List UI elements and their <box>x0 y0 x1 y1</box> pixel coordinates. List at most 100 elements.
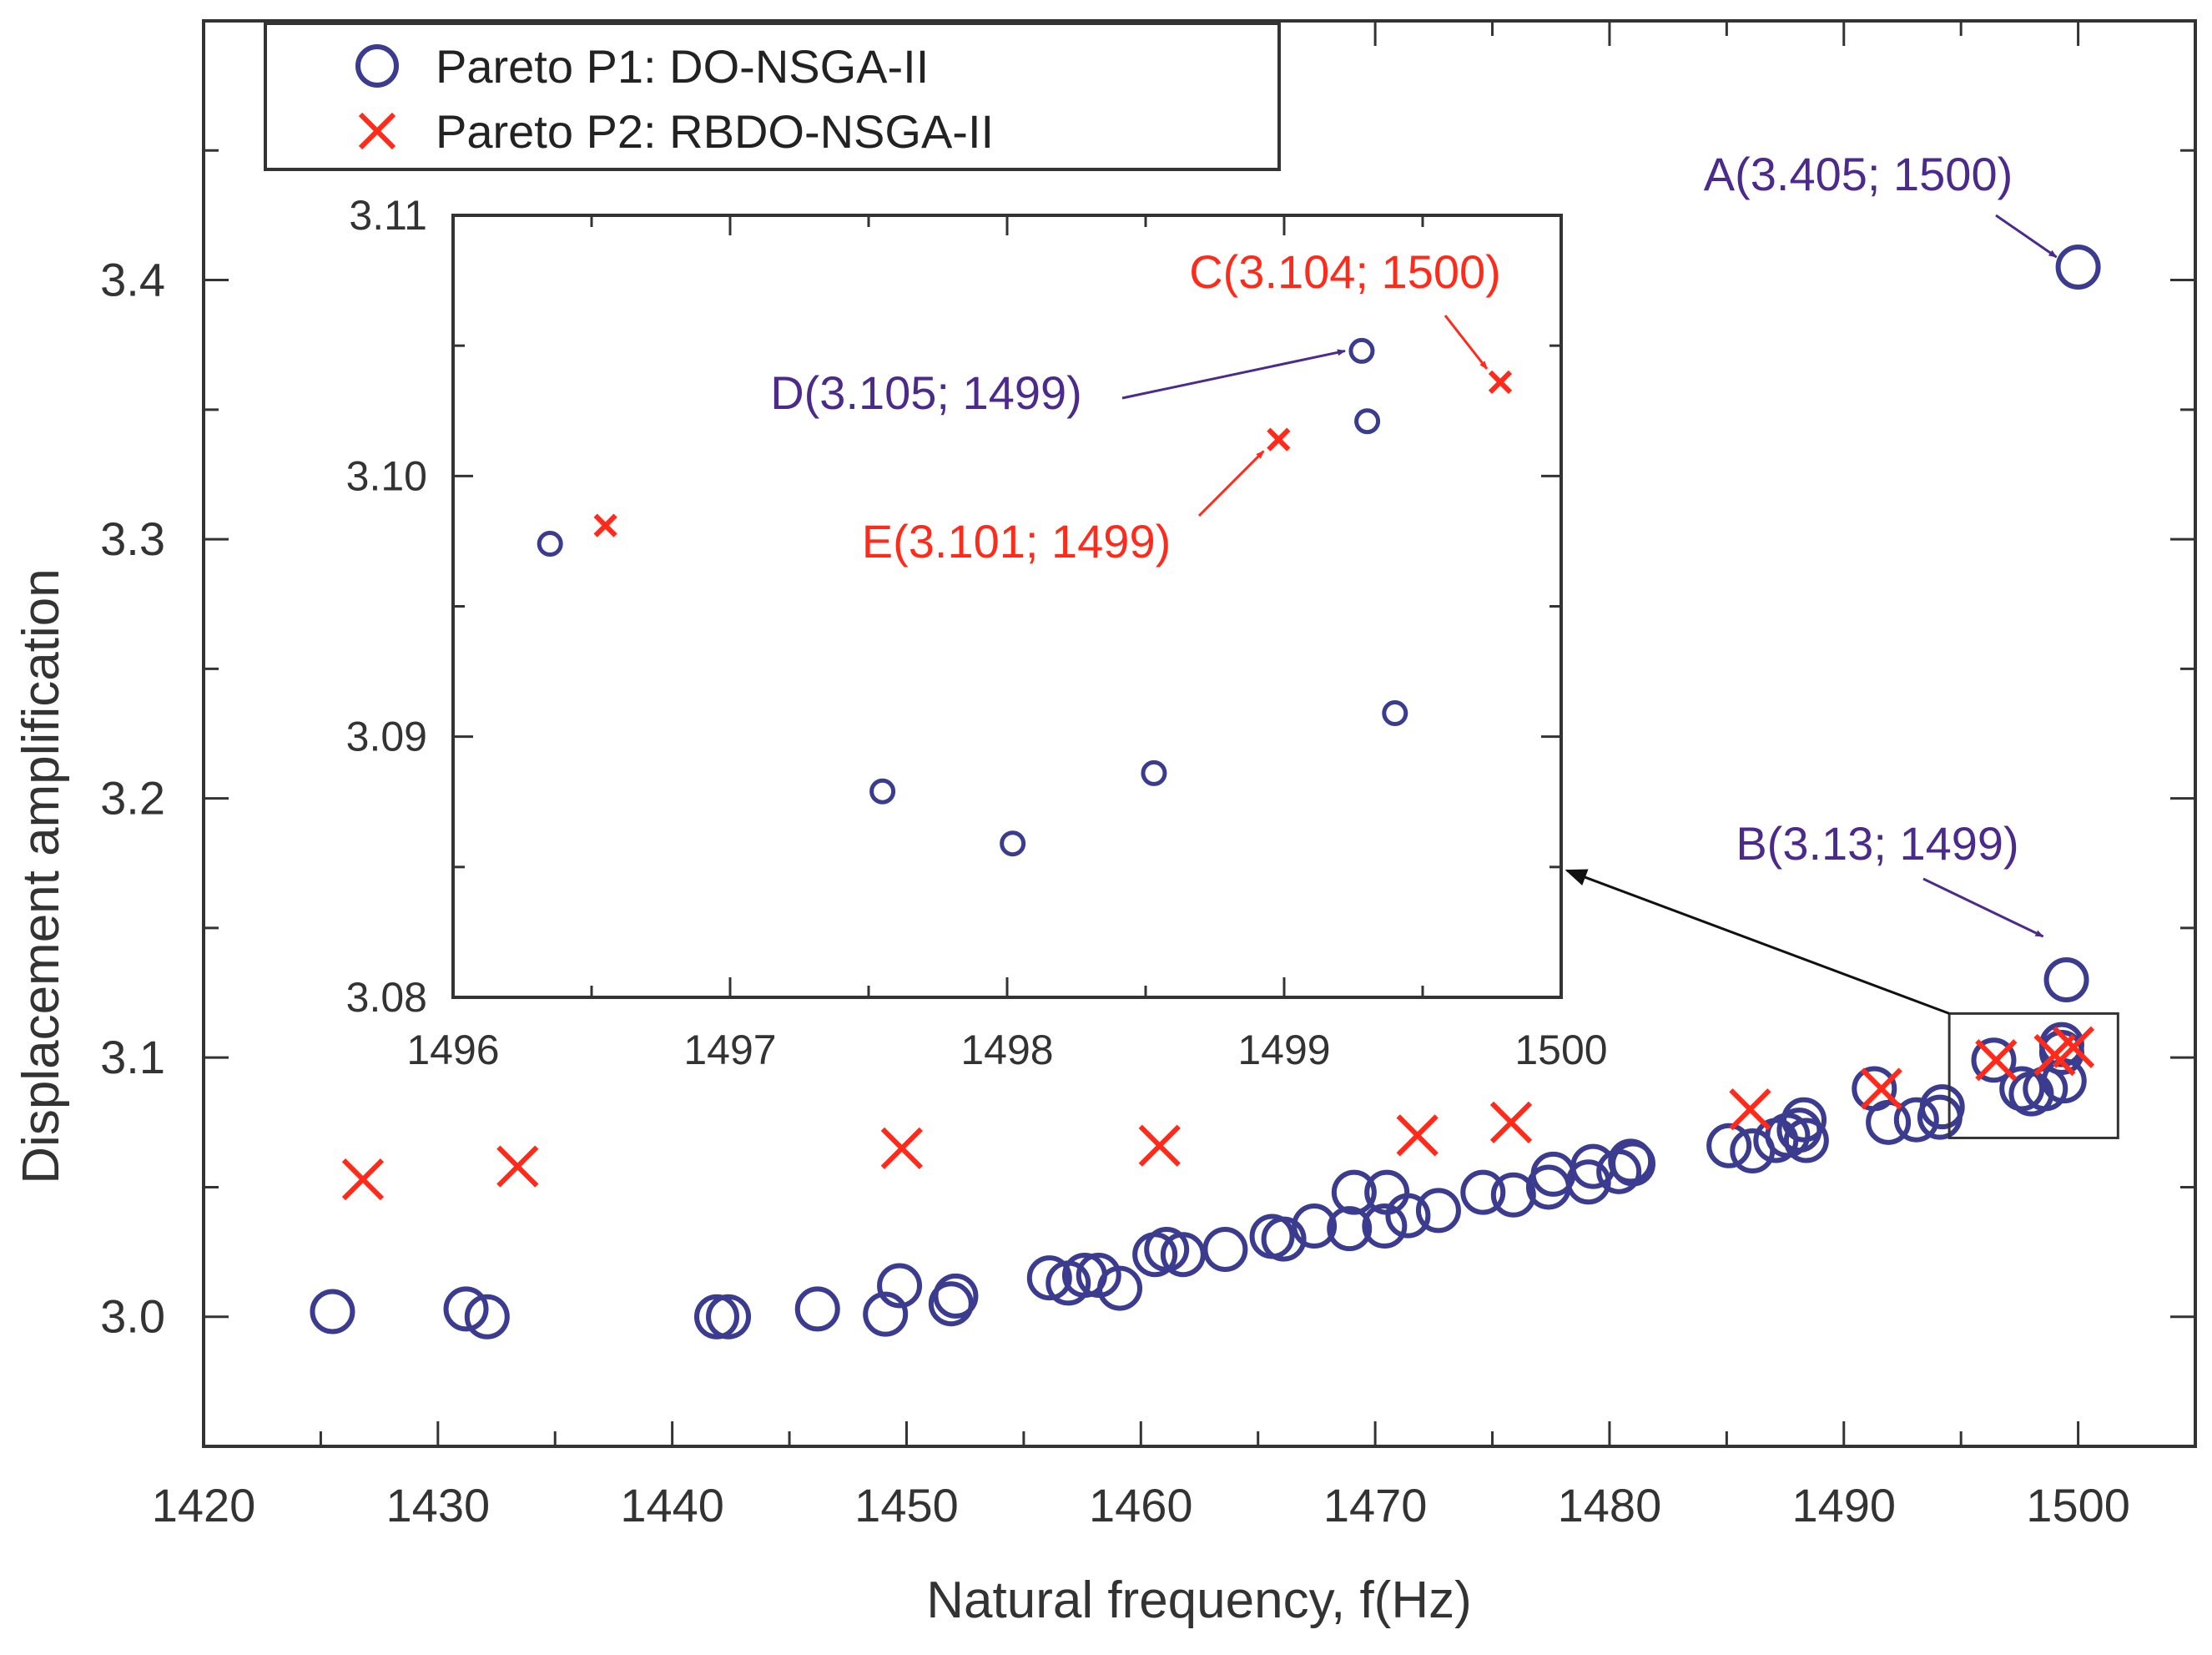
inset-p2-point <box>1488 370 1513 395</box>
p1-point <box>2043 957 2089 1003</box>
x-tick-label: 1470 <box>1323 1479 1428 1531</box>
inset-p1-point <box>1354 408 1381 435</box>
p1-point <box>877 1263 923 1309</box>
p2-point <box>1489 1101 1533 1143</box>
p1-point <box>2055 245 2101 290</box>
legend-p1-marker <box>355 44 399 88</box>
p1-point <box>1362 1203 1408 1249</box>
annotation-b-arrow <box>1922 877 2044 938</box>
p1-point <box>706 1294 752 1340</box>
p2-point <box>880 1127 923 1169</box>
inset-series-p2-points <box>593 370 1513 537</box>
p1-point <box>928 1281 974 1327</box>
zoom-arrow <box>1565 869 1950 1015</box>
inset-p1-point <box>1141 759 1167 786</box>
zoom-source-box <box>1947 1012 2119 1139</box>
x-tick-label: 1500 <box>2026 1479 2130 1531</box>
x-axis-label: Natural frequency, f(Hz) <box>926 1572 1472 1629</box>
legend-box <box>264 22 1281 171</box>
inset-p1-point <box>869 778 896 805</box>
p1-point <box>1160 1232 1206 1278</box>
p1-point <box>1999 1066 2045 1112</box>
p1-point <box>1292 1203 1338 1249</box>
p1-point <box>1415 1188 1461 1234</box>
inset-x-tick-label: 1498 <box>960 1027 1053 1073</box>
y-tick-label: 3.4 <box>100 254 165 306</box>
p1-point <box>443 1286 489 1332</box>
p1-point <box>1893 1097 1939 1143</box>
p1-point <box>1327 1206 1373 1252</box>
inset-x-tick-label: 1499 <box>1237 1027 1330 1073</box>
x-tick-label: 1460 <box>1089 1479 1193 1531</box>
inset-y-tick-label: 3.08 <box>346 974 427 1021</box>
p1-point <box>1781 1097 1827 1143</box>
inset-p2-point <box>1267 427 1291 452</box>
inset-p1-point <box>1348 337 1375 364</box>
x-tick-label: 1490 <box>1791 1479 1896 1531</box>
inset-x-tick-label: 1497 <box>683 1027 776 1073</box>
p1-point <box>1971 1037 2017 1083</box>
x-tick-label: 1440 <box>620 1479 724 1531</box>
p1-point <box>1706 1123 1752 1168</box>
p2-point <box>496 1145 539 1188</box>
annotation-c-arrow <box>1444 315 1489 370</box>
inset-y-tick-label: 3.11 <box>349 192 427 239</box>
x-tick-label: 1450 <box>854 1479 959 1531</box>
p1-point <box>310 1289 355 1335</box>
p1-point <box>933 1273 979 1319</box>
x-tick-label: 1430 <box>386 1479 491 1531</box>
y-tick-label: 3.0 <box>100 1290 165 1343</box>
p1-point <box>1026 1255 1072 1301</box>
p1-point <box>863 1291 909 1337</box>
p1-point <box>464 1294 510 1340</box>
annotation-d-arrow <box>1121 349 1346 400</box>
p1-point <box>1490 1172 1536 1218</box>
inset-axis-tick-labels: 1496 1497 1498 1499 1500 3.08 3.09 3.10 3.11 <box>346 192 1608 1073</box>
main-axis-tick-labels: 1420 1430 1440 1450 1460 1470 1480 1490 1500 3.0 3… <box>100 254 2130 1531</box>
annotation-e: E(3.101; 1499) <box>862 515 1171 568</box>
inset-y-tick-label: 3.10 <box>346 452 427 499</box>
legend: Pareto P1: DO-NSGA-II Pareto P2: RBDO-NS… <box>264 22 1281 171</box>
p2-point <box>1729 1088 1771 1131</box>
annotation-a: A(3.405; 1500) <box>1704 148 2013 200</box>
inset-x-tick-label: 1500 <box>1514 1027 1607 1073</box>
annotation-d: D(3.105; 1499) <box>770 366 1082 419</box>
p1-point <box>1610 1141 1656 1187</box>
p2-point <box>341 1158 385 1201</box>
p2-point <box>1138 1124 1181 1167</box>
series-p1-points <box>310 245 2101 1340</box>
p1-point <box>1385 1193 1431 1239</box>
inset-series-p1-points <box>537 337 1408 857</box>
p2-point <box>1860 1067 1902 1110</box>
p1-point <box>1866 1099 1912 1145</box>
p1-point <box>1460 1169 1506 1215</box>
inset-plot-area <box>451 214 1563 999</box>
p1-point <box>794 1286 840 1332</box>
p2-point <box>2052 1026 2095 1068</box>
inset-p1-point <box>537 531 563 558</box>
y-tick-label: 3.3 <box>100 512 165 565</box>
annotation-a-arrow <box>1995 214 2058 259</box>
p1-point <box>1919 1084 1965 1130</box>
legend-p2-marker <box>358 112 396 150</box>
y-tick-label: 3.2 <box>100 772 165 825</box>
inset-p2-point <box>593 513 617 537</box>
legend-p2-label: Pareto P2: RBDO-NSGA-II <box>436 105 994 158</box>
p1-point <box>1783 1118 1829 1163</box>
inset-y-tick-label: 3.09 <box>346 714 427 760</box>
y-tick-label: 3.1 <box>100 1031 165 1083</box>
p2-point <box>1975 1039 2018 1082</box>
series-p2-points <box>341 1026 2095 1201</box>
x-tick-label: 1480 <box>1558 1479 1662 1531</box>
annotation-c: C(3.104; 1500) <box>1189 245 1501 298</box>
inset-axis-ticks <box>451 214 1563 999</box>
p1-point <box>1202 1226 1248 1272</box>
annotation-b: B(3.13; 1499) <box>1736 817 2018 870</box>
annotation-e-arrow <box>1197 450 1265 517</box>
legend-p1-label: Pareto P1: DO-NSGA-II <box>436 40 929 93</box>
inset-p1-point <box>1000 830 1026 857</box>
y-axis-label: Displacement amplification <box>13 568 70 1183</box>
inset-p1-point <box>1382 700 1408 727</box>
inset-chart: 1496 1497 1498 1499 1500 3.08 3.09 3.10 3.11 C(3… <box>346 192 1608 1073</box>
p2-point <box>1396 1114 1439 1157</box>
